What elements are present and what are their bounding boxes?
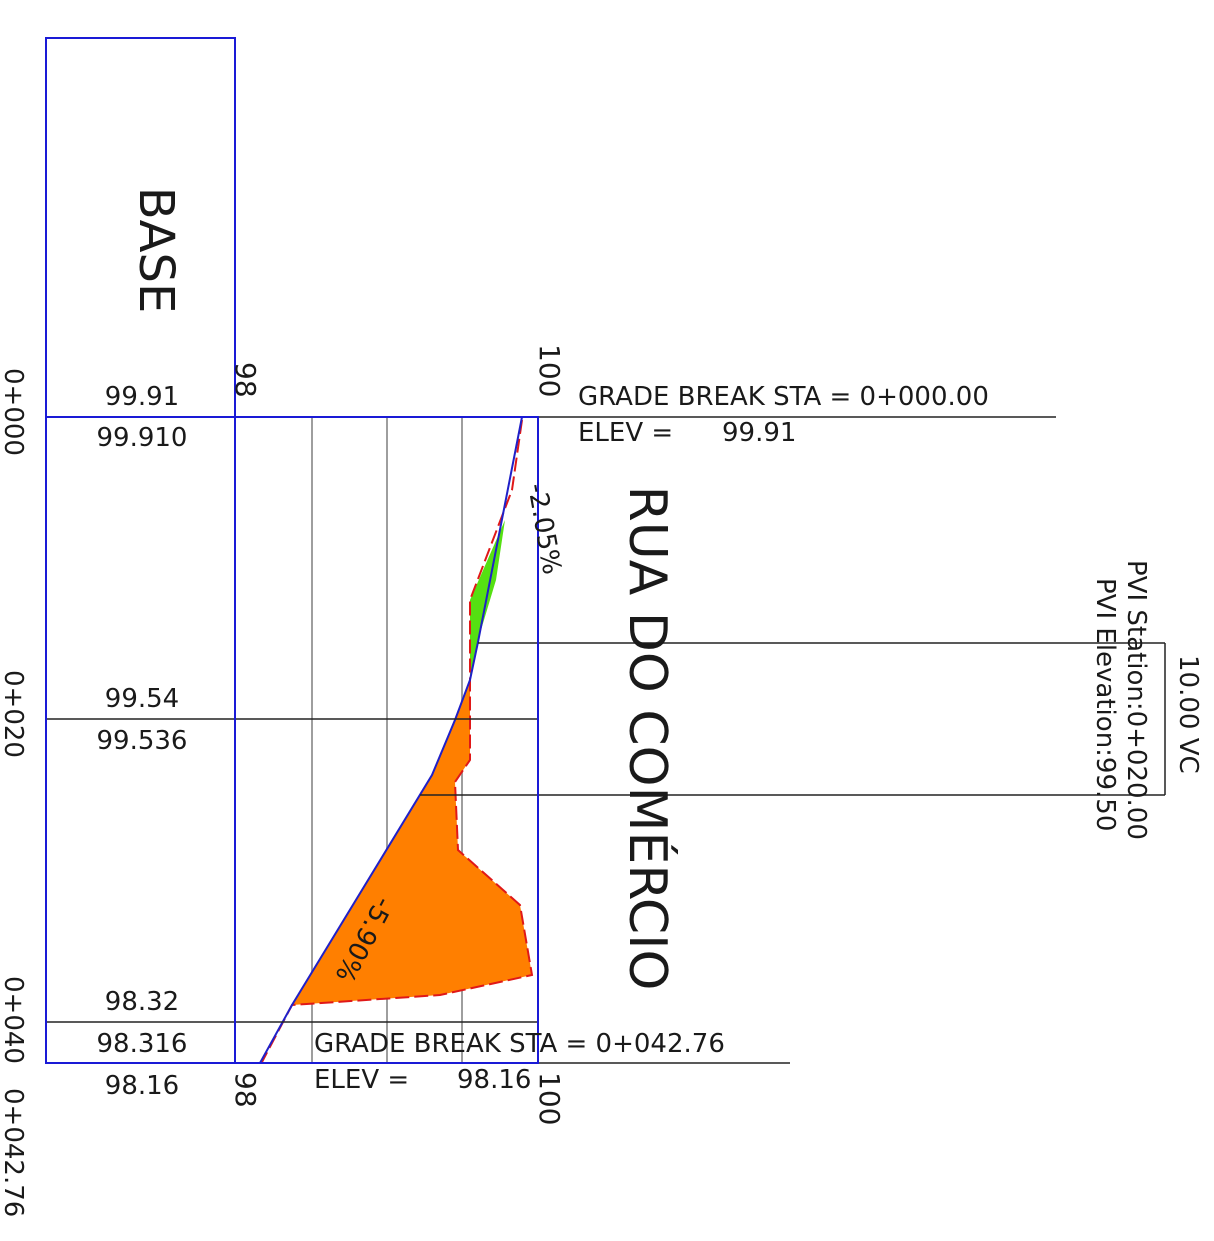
grade-break-start-elev-label: ELEV = xyxy=(578,418,673,448)
profile-box xyxy=(45,416,539,1064)
station-label-0+042.76: 0+042.76 xyxy=(0,1088,28,1217)
station-label-0+040: 0+040 xyxy=(0,976,28,1064)
station-label-0+000: 0+000 xyxy=(0,368,28,456)
profile-elev-0+042.76: 98.16 xyxy=(105,1071,179,1101)
profile-elev-0+040: 98.32 xyxy=(105,987,179,1017)
title-base: BASE xyxy=(128,187,184,314)
station-label-0+020: 0+020 xyxy=(0,670,28,758)
existing-elev-0+000: 99.910 xyxy=(97,423,188,453)
pvi-station: PVI Station:0+020.00 xyxy=(1121,560,1151,840)
grade-break-start-sta: GRADE BREAK STA = 0+000.00 xyxy=(578,382,989,412)
elev-axis-label-bottom-right: 100 xyxy=(533,1072,566,1125)
existing-elev-0+040: 98.316 xyxy=(97,1029,188,1059)
pvi-vertical-curve-length: 10.00 VC xyxy=(1173,655,1203,774)
existing-elev-0+020: 99.536 xyxy=(97,726,188,756)
existing-ground-line xyxy=(261,419,534,1063)
road-name: RUA DO COMÉRCIO xyxy=(617,486,678,991)
fill-area xyxy=(470,520,505,680)
grade-break-start-elev-value: 99.91 xyxy=(722,418,796,448)
profile-elev-0+000: 99.91 xyxy=(105,382,179,412)
design-profile-line xyxy=(259,416,523,1064)
grade-break-end-elev-value: 98.16 xyxy=(457,1065,531,1095)
cut-area xyxy=(292,680,532,1005)
grade-break-end-sta: GRADE BREAK STA = 0+042.76 xyxy=(314,1029,725,1059)
station-lines xyxy=(46,416,1166,1064)
frames xyxy=(45,37,539,1064)
profile-elev-0+020: 99.54 xyxy=(105,684,179,714)
elev-axis-label-top-right: 100 xyxy=(533,344,566,397)
grade-label-upper: -2.05% xyxy=(521,481,567,577)
elev-axis-label-bottom-left: 98 xyxy=(229,1072,262,1108)
elev-axis-label-top-left: 98 xyxy=(229,362,262,398)
pvi-elevation: PVI Elevation:99.50 xyxy=(1090,578,1120,831)
grade-break-end-elev-label: ELEV = xyxy=(314,1065,409,1095)
